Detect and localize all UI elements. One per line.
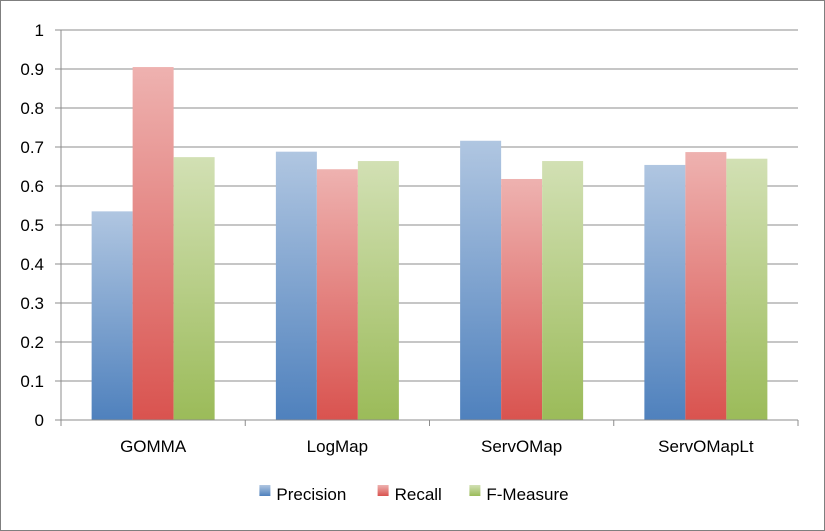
legend-swatch-f-measure — [469, 485, 481, 496]
y-tick-label: 0 — [35, 411, 44, 430]
y-tick-label: 0.1 — [20, 372, 44, 391]
bar-precision-servomap — [460, 140, 502, 420]
legend-label-precision: Precision — [276, 485, 346, 504]
bar-precision-gomma — [91, 211, 133, 420]
y-tick-label: 0.9 — [20, 60, 44, 79]
legend-label-recall: Recall — [395, 485, 442, 504]
y-tick-label: 0.3 — [20, 294, 44, 313]
x-category-label: GOMMA — [120, 437, 187, 456]
x-category-label: ServOMapLt — [658, 437, 754, 456]
y-tick-label: 1 — [35, 21, 44, 40]
bar-f-measure-servomap — [542, 161, 584, 421]
bar-f-measure-servomaplt — [726, 158, 768, 420]
bar-precision-servomaplt — [644, 164, 686, 420]
axes: 0 0.1 0.2 0.3 0.4 0.5 0.6 0.7 0.8 0.9 1 GOMMA LogMap… — [20, 21, 799, 456]
bar-f-measure-gomma — [173, 157, 215, 420]
legend: Precision Recall F-Measure — [259, 485, 569, 504]
bar-recall-logmap — [316, 169, 358, 420]
legend-label-f-measure: F-Measure — [486, 485, 568, 504]
bar-recall-gomma — [132, 67, 174, 421]
y-tick-label: 0.8 — [20, 99, 44, 118]
y-tick-label: 0.6 — [20, 177, 44, 196]
bar-recall-servomap — [501, 178, 543, 420]
bar-recall-servomaplt — [685, 152, 727, 420]
legend-swatch-recall — [377, 485, 389, 496]
bar-f-measure-logmap — [357, 161, 399, 421]
bar-precision-logmap — [275, 151, 317, 420]
x-category-label: LogMap — [307, 437, 368, 456]
y-tick-label: 0.4 — [20, 255, 44, 274]
x-category-label: ServOMap — [481, 437, 562, 456]
y-tick-label: 0.7 — [20, 138, 44, 157]
legend-swatch-precision — [259, 485, 271, 496]
y-tick-label: 0.2 — [20, 333, 44, 352]
y-tick-label: 0.5 — [20, 216, 44, 235]
bars — [91, 67, 768, 421]
